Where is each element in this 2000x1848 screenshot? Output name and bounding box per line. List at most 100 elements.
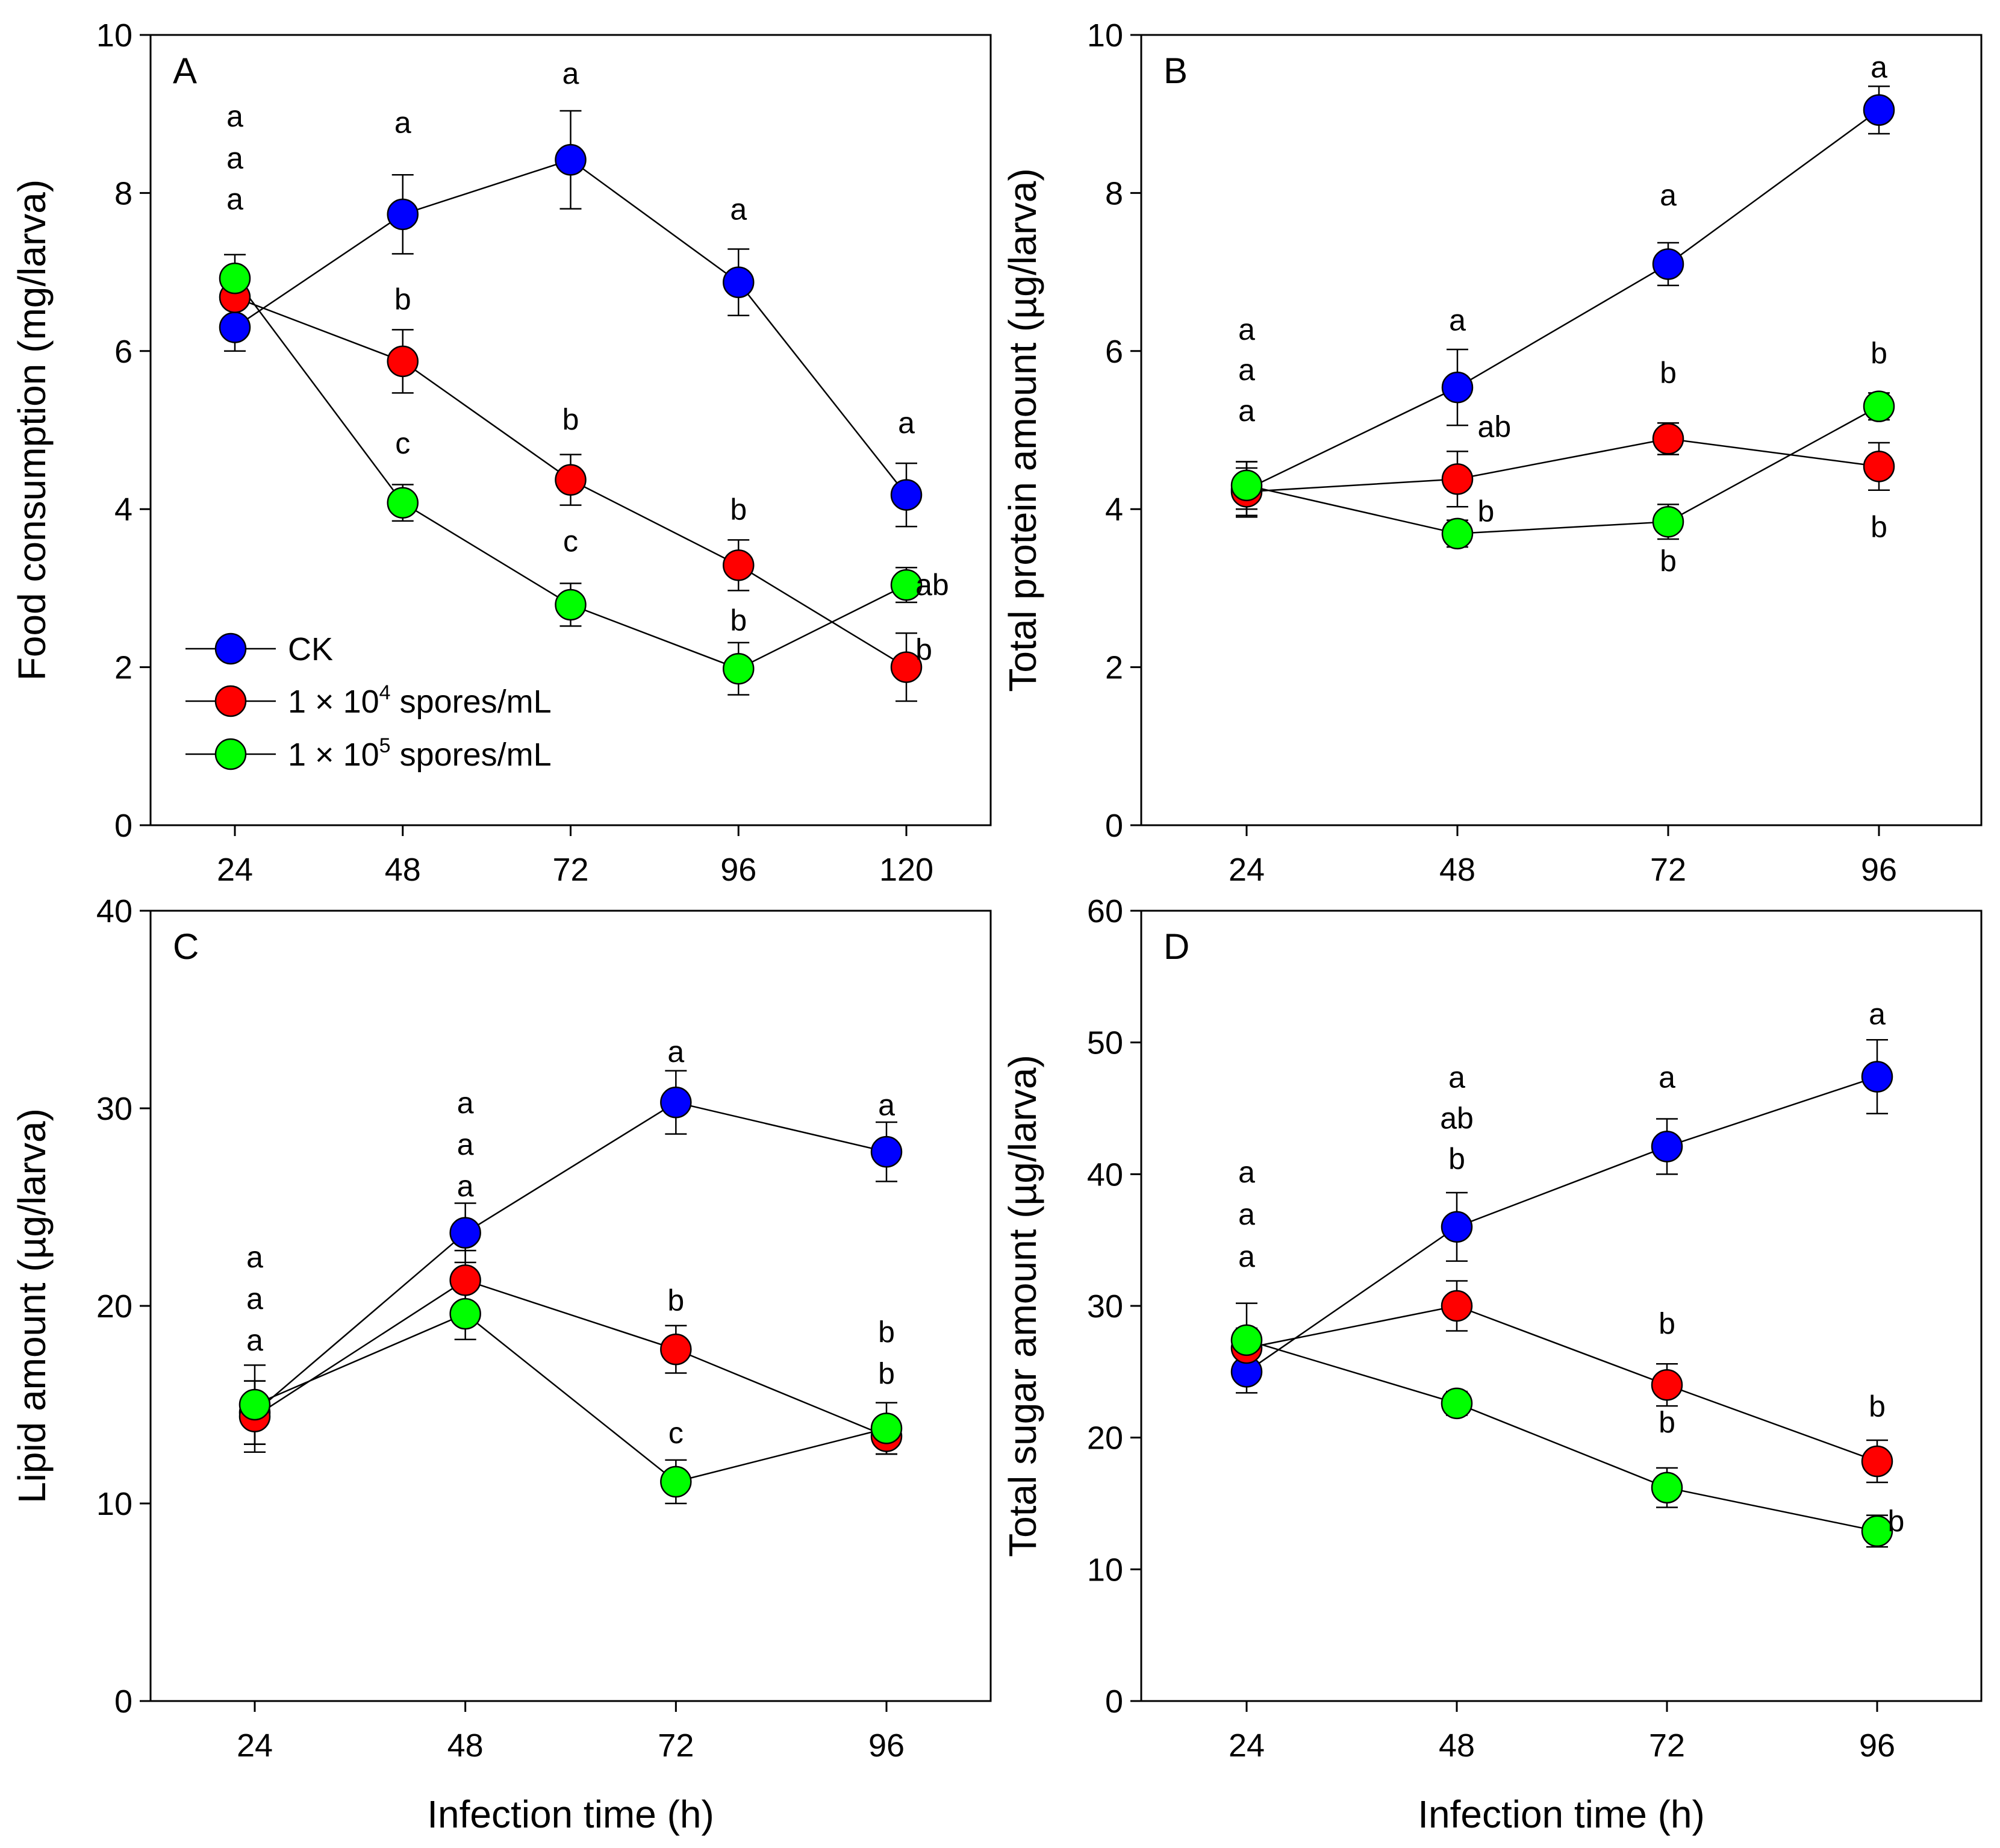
series-line-ck bbox=[1246, 1076, 1878, 1373]
data-point-high bbox=[723, 652, 755, 685]
legend-label-exponent: 4 bbox=[379, 681, 391, 704]
significance-label: a bbox=[1871, 50, 1887, 84]
legend-marker-low bbox=[214, 685, 247, 717]
significance-label: a bbox=[1238, 313, 1255, 346]
significance-label: ab bbox=[1440, 1101, 1474, 1135]
data-point-ck bbox=[870, 1135, 903, 1168]
y-axis-title: Total protein amount (µg/larva) bbox=[1001, 168, 1044, 691]
data-point-high bbox=[1230, 1324, 1263, 1356]
y-tick-label: 60 bbox=[1087, 893, 1123, 929]
significance-label: a bbox=[1238, 353, 1255, 387]
legend-marker-ck bbox=[214, 632, 247, 665]
x-tick-label: 96 bbox=[1859, 1728, 1895, 1764]
data-point-ck bbox=[1861, 1061, 1893, 1093]
data-point-high bbox=[1651, 1472, 1683, 1504]
significance-label: b bbox=[730, 604, 747, 637]
data-point-high bbox=[219, 262, 251, 295]
x-tick-label: 72 bbox=[1650, 852, 1686, 888]
data-point-ck bbox=[1441, 1211, 1473, 1243]
significance-label: b bbox=[1660, 544, 1677, 578]
data-point-ck bbox=[555, 144, 587, 176]
plot-frame bbox=[1140, 910, 1983, 1702]
significance-label: ab bbox=[915, 568, 949, 602]
data-point-high bbox=[238, 1388, 271, 1421]
significance-label: a bbox=[394, 105, 411, 139]
x-tick-label: 24 bbox=[237, 1728, 273, 1764]
significance-label: b bbox=[1660, 356, 1677, 390]
significance-label: b bbox=[667, 1284, 684, 1317]
data-point-high bbox=[555, 588, 587, 621]
significance-label: b bbox=[562, 403, 579, 437]
series-line-low bbox=[1246, 1305, 1878, 1462]
x-tick-label: 72 bbox=[552, 852, 588, 888]
x-tick-label: 48 bbox=[1439, 1728, 1475, 1764]
y-tick-label: 40 bbox=[96, 893, 132, 929]
data-point-high bbox=[1861, 1515, 1893, 1547]
significance-label: a bbox=[1238, 1240, 1255, 1273]
significance-label: b bbox=[1871, 510, 1887, 544]
data-point-high bbox=[449, 1297, 481, 1330]
y-tick-label: 8 bbox=[1105, 175, 1123, 211]
y-tick-label: 20 bbox=[96, 1288, 132, 1325]
data-point-low bbox=[1863, 451, 1895, 482]
data-point-high bbox=[1230, 469, 1263, 502]
data-point-low bbox=[555, 464, 587, 496]
y-tick-label: 40 bbox=[1087, 1157, 1123, 1193]
legend-label-ck: CK bbox=[288, 631, 333, 667]
y-tick-label: 0 bbox=[1105, 1684, 1123, 1720]
legend-label-suffix: spores/mL bbox=[391, 684, 552, 720]
series-line-high bbox=[254, 1313, 887, 1483]
significance-label: b bbox=[878, 1316, 895, 1349]
legend-label-main: CK bbox=[288, 631, 333, 667]
data-point-ck bbox=[723, 266, 755, 298]
y-tick-label: 8 bbox=[114, 175, 132, 211]
significance-label: a bbox=[898, 406, 915, 440]
panel-label: C bbox=[173, 926, 199, 967]
data-point-ck bbox=[449, 1217, 481, 1249]
panel-label: A bbox=[173, 51, 197, 91]
legend-label-high: 1 × 105 spores/mL bbox=[288, 734, 552, 773]
y-tick-label: 2 bbox=[1105, 650, 1123, 686]
significance-label: a bbox=[878, 1088, 895, 1122]
series-line-high bbox=[1246, 405, 1880, 535]
significance-label: a bbox=[1449, 303, 1466, 337]
y-axis-title: Food consumption (mg/larva) bbox=[10, 179, 54, 681]
data-point-high bbox=[1441, 1387, 1473, 1420]
significance-label: c bbox=[395, 426, 410, 460]
legend-label-main: 1 × 10 bbox=[288, 684, 379, 720]
x-tick-label: 72 bbox=[658, 1728, 694, 1764]
y-axis-title: Lipid amount (µg/larva) bbox=[10, 1108, 54, 1503]
significance-label: a bbox=[730, 193, 747, 226]
significance-label: a bbox=[457, 1169, 474, 1203]
data-point-ck bbox=[660, 1086, 692, 1119]
significance-label: a bbox=[246, 1282, 263, 1316]
panel-d: 0 10 20 30 40 50 60 24 48 72 96 Total sugar amount … bbox=[1001, 893, 1983, 1836]
significance-label: b bbox=[1448, 1142, 1465, 1176]
y-tick-label: 2 bbox=[114, 650, 132, 686]
data-point-ck bbox=[1863, 94, 1895, 126]
significance-label: a bbox=[457, 1086, 474, 1120]
y-tick-label: 0 bbox=[1105, 808, 1123, 844]
significance-label: a bbox=[1238, 394, 1255, 428]
data-point-low bbox=[387, 345, 419, 378]
x-tick-label: 24 bbox=[217, 852, 253, 888]
plot-frame bbox=[149, 910, 992, 1702]
y-tick-label: 0 bbox=[114, 808, 132, 844]
data-point-ck bbox=[219, 311, 251, 343]
data-point-low bbox=[1441, 1290, 1473, 1322]
data-point-low bbox=[890, 651, 923, 683]
y-tick-label: 4 bbox=[114, 492, 132, 528]
series-line-high bbox=[1246, 1339, 1878, 1532]
data-point-high bbox=[870, 1413, 903, 1444]
significance-label: a bbox=[1448, 1061, 1465, 1094]
y-tick-label: 0 bbox=[114, 1684, 132, 1720]
y-tick-label: 30 bbox=[1087, 1288, 1123, 1325]
series-line-ck bbox=[1246, 109, 1880, 490]
significance-label: a bbox=[562, 57, 579, 90]
x-tick-label: 96 bbox=[868, 1728, 905, 1764]
data-point-ck bbox=[387, 198, 419, 231]
data-point-ck bbox=[1652, 248, 1684, 280]
series-line-ck bbox=[234, 158, 907, 496]
significance-label: a bbox=[226, 141, 243, 175]
